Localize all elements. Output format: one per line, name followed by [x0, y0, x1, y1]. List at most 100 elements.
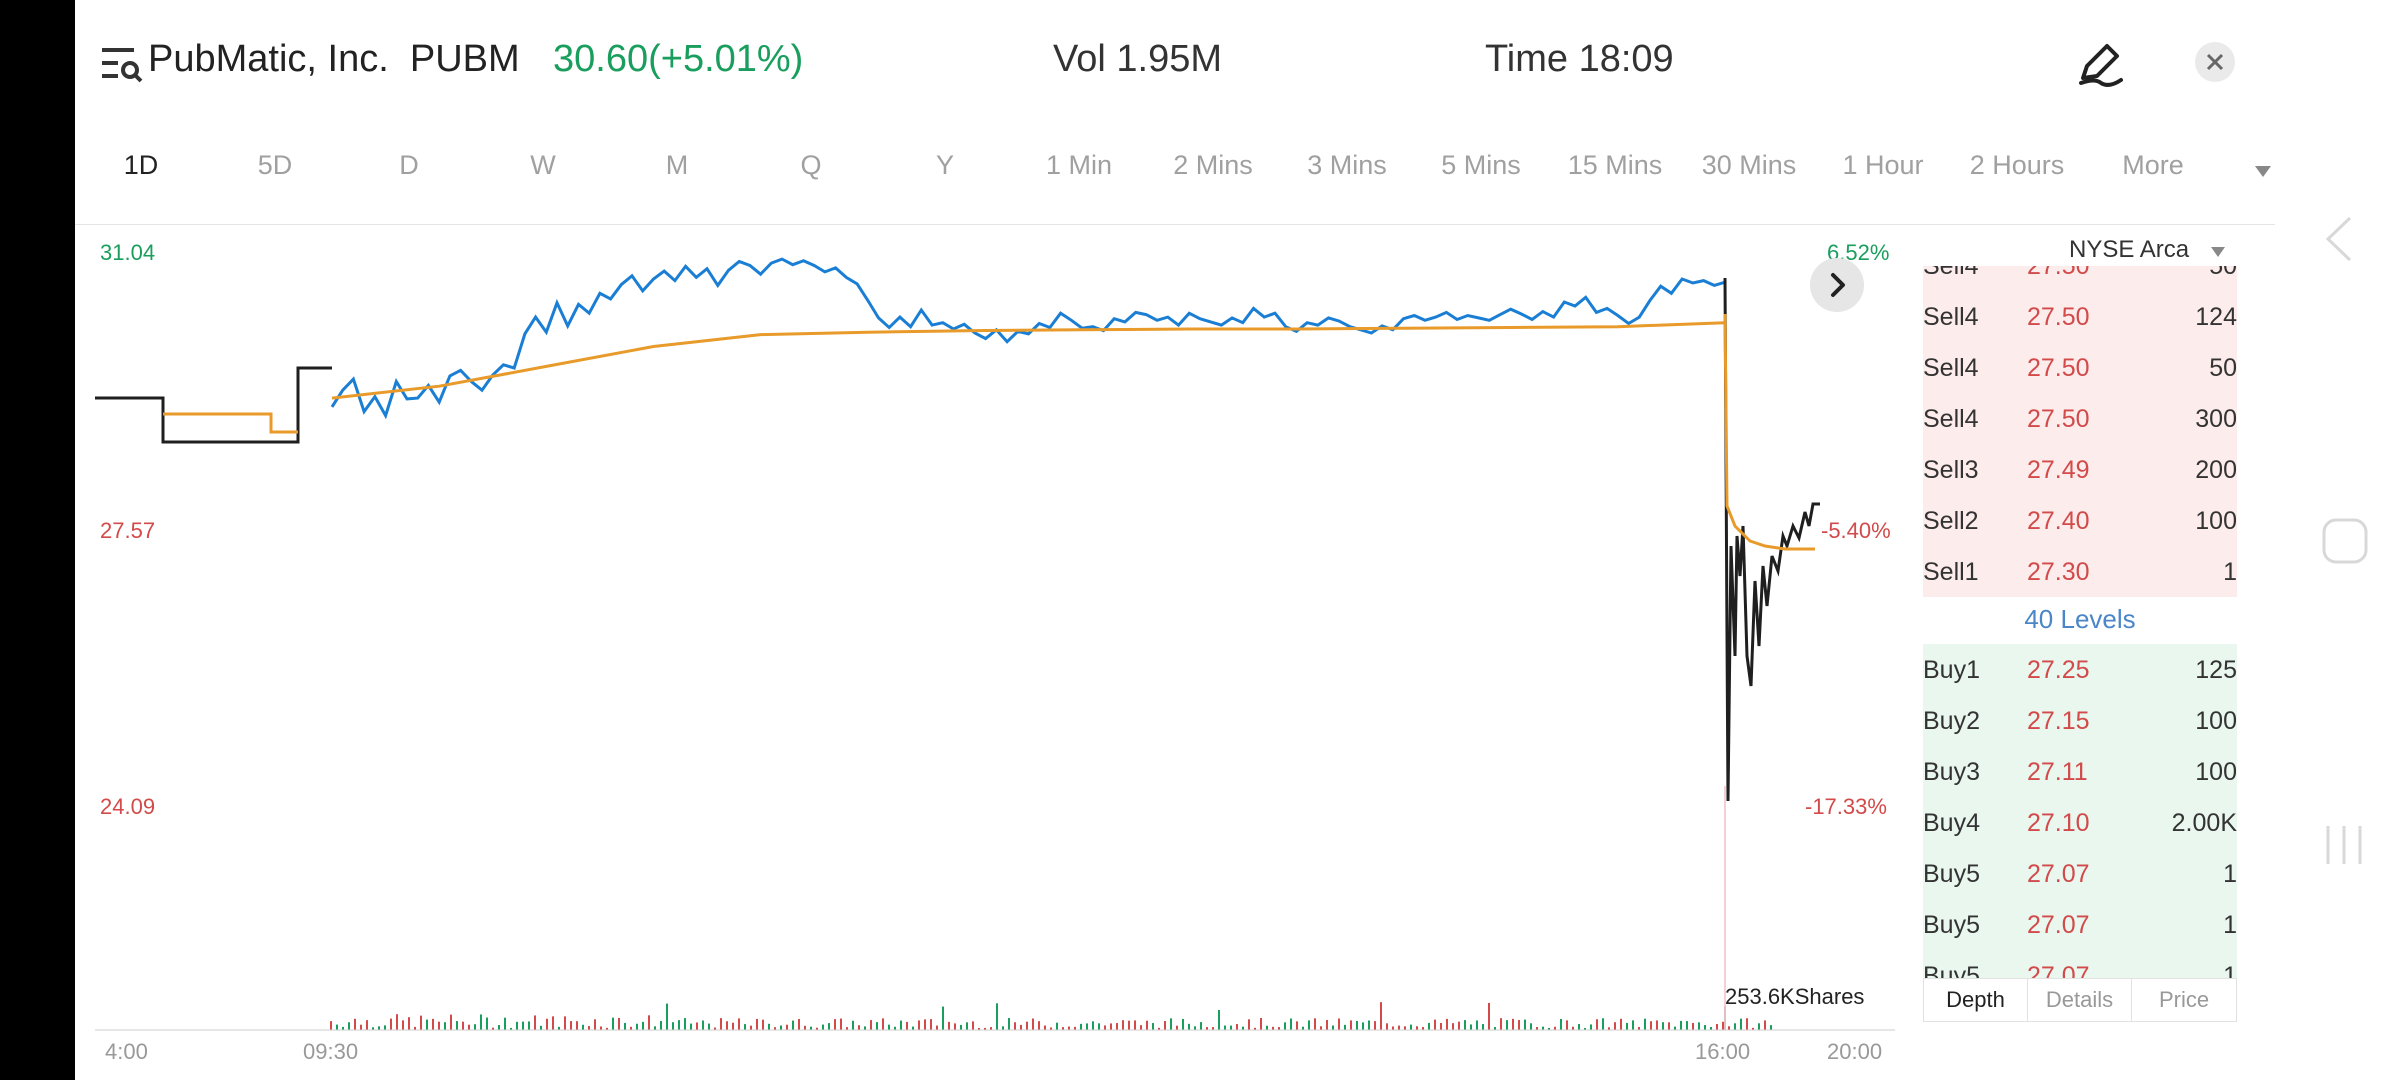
volume-bar — [834, 1019, 836, 1030]
volume-bar — [912, 1026, 914, 1030]
volume-bar — [1146, 1020, 1148, 1030]
tab-30mins[interactable]: 30 Mins — [1701, 150, 1797, 180]
buy-row[interactable]: Buy2 27.15 100 — [1923, 695, 2237, 746]
volume-bar — [534, 1015, 536, 1030]
volume-bar — [1224, 1025, 1226, 1030]
tab-more[interactable]: More — [2122, 150, 2184, 180]
volume-bar — [1560, 1018, 1562, 1030]
volume-bar — [1050, 1027, 1052, 1030]
volume-bar — [1518, 1020, 1520, 1030]
volume-bar — [408, 1017, 410, 1030]
volume-bar — [1482, 1024, 1484, 1030]
buy-row[interactable]: Buy3 27.11 100 — [1923, 746, 2237, 797]
volume-bar — [510, 1027, 512, 1030]
tab-15mins[interactable]: 15 Mins — [1567, 150, 1663, 180]
volume-bar — [1026, 1021, 1028, 1030]
tab-y[interactable]: Y — [935, 150, 955, 180]
tab-5d[interactable]: 5D — [257, 150, 293, 180]
buy-row[interactable]: Buy4 27.10 2.00K — [1923, 797, 2237, 848]
volume-bar — [1308, 1020, 1310, 1030]
volume-bar — [1716, 1023, 1718, 1030]
tab-1hour[interactable]: 1 Hour — [1842, 150, 1924, 180]
volume-bar — [792, 1020, 794, 1030]
volume-bar — [1404, 1026, 1406, 1030]
volume-bar — [552, 1016, 554, 1030]
volume-bar — [498, 1024, 500, 1030]
exchange-caret-icon[interactable] — [2211, 247, 2225, 257]
volume-bar — [1674, 1026, 1676, 1030]
buy-row[interactable]: Buy5 27.07 1 — [1923, 899, 2237, 950]
expand-chevron-button[interactable] — [1810, 258, 1864, 312]
volume-bar — [972, 1021, 974, 1030]
time-readout: Time 18:09 — [1485, 38, 1674, 80]
sell-row[interactable]: Sell4 27.50 50 — [1923, 342, 2237, 393]
volume-bar — [774, 1027, 776, 1030]
tab-details[interactable]: Details — [2028, 979, 2132, 1021]
volume-bar — [1272, 1026, 1274, 1030]
volume-label: 253.6KShares — [1725, 984, 1865, 1009]
volume-bar — [882, 1018, 884, 1030]
volume-bar — [612, 1017, 614, 1030]
volume-bar — [504, 1017, 506, 1030]
more-caret-icon[interactable] — [2255, 166, 2271, 177]
volume-bar — [1356, 1020, 1358, 1030]
volume-bar — [990, 1027, 992, 1030]
volume-bar — [1092, 1021, 1094, 1030]
tab-3mins[interactable]: 3 Mins — [1307, 150, 1387, 180]
volume-bar — [630, 1026, 632, 1030]
tab-d[interactable]: D — [399, 150, 419, 180]
volume-bar — [1194, 1026, 1196, 1030]
tab-2hours[interactable]: 2 Hours — [1969, 150, 2065, 180]
close-button[interactable] — [2195, 42, 2235, 82]
buy-row[interactable]: Buy1 27.25 125 — [1923, 644, 2237, 695]
volume-bar — [1338, 1018, 1340, 1030]
sell-row[interactable]: Sell4 27.50 300 — [1923, 393, 2237, 444]
volume-bar — [1104, 1025, 1106, 1030]
stock-title: PubMatic, Inc. PUBM — [148, 38, 520, 80]
volume-bar — [960, 1024, 962, 1030]
volume-bar — [966, 1022, 968, 1030]
buy-row[interactable]: Buy5 27.07 1 — [1923, 848, 2237, 899]
sell-row[interactable]: Sell3 27.49 200 — [1923, 444, 2237, 495]
back-nav-icon[interactable] — [2320, 214, 2360, 264]
tab-m[interactable]: M — [665, 150, 689, 180]
volume-bar — [396, 1014, 398, 1030]
volume-bar — [1182, 1018, 1184, 1030]
home-nav-icon[interactable] — [2320, 516, 2370, 566]
exchange-selector[interactable]: NYSE Arca — [2069, 236, 2190, 263]
volume-bar — [1086, 1023, 1088, 1030]
volume-bar — [1122, 1020, 1124, 1030]
sell-row[interactable]: Sell1 27.30 1 — [1923, 546, 2237, 597]
price-series-line — [330, 257, 1726, 420]
price-chart[interactable] — [75, 226, 1915, 1056]
tab-1d[interactable]: 1D — [123, 150, 159, 180]
volume-bar — [1638, 1027, 1640, 1030]
afterhours-avg-line — [1723, 313, 1815, 551]
tab-5mins[interactable]: 5 Mins — [1441, 150, 1521, 180]
sell-row[interactable]: Sell4 27.50 124 — [1923, 291, 2237, 342]
volume-bar — [678, 1020, 680, 1030]
buy-row[interactable]: Buy5 27.07 1 — [1923, 950, 2237, 978]
tab-price[interactable]: Price — [2158, 987, 2210, 1012]
volume-bar — [1326, 1020, 1328, 1030]
levels-toggle[interactable]: 40 Levels — [2024, 604, 2136, 634]
tab-w[interactable]: W — [530, 150, 556, 180]
tab-q[interactable]: Q — [800, 150, 822, 180]
menu-search-icon[interactable] — [100, 44, 144, 84]
volume-bar — [696, 1022, 698, 1030]
volume-bar — [474, 1024, 476, 1030]
volume-bar — [1362, 1022, 1364, 1030]
tab-depth[interactable]: Depth — [1924, 979, 2028, 1021]
pen-icon[interactable] — [2075, 38, 2125, 88]
tab-1min[interactable]: 1 Min — [1045, 150, 1113, 180]
sell-row[interactable]: Sell2 27.40 100 — [1923, 495, 2237, 546]
tab-2mins[interactable]: 2 Mins — [1173, 150, 1253, 180]
recents-nav-icon[interactable] — [2320, 820, 2370, 870]
order-book-tabs: Depth Details Price — [1923, 978, 2237, 1022]
volume-bar — [726, 1021, 728, 1030]
volume-bar — [708, 1023, 710, 1030]
volume-bar — [1488, 1002, 1490, 1030]
volume-bar — [690, 1023, 692, 1030]
volume-bar — [804, 1025, 806, 1030]
sell-row[interactable]: Sell4 27.50 50 — [1923, 266, 2237, 291]
